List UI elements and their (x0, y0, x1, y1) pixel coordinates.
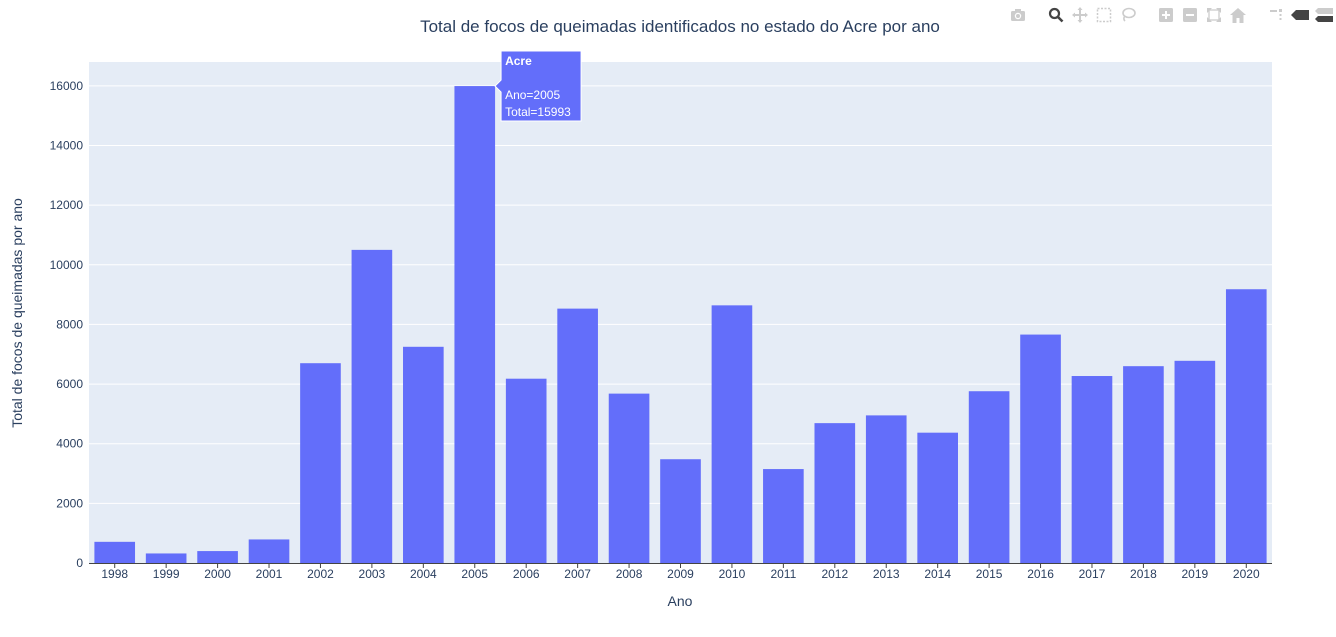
lasso-icon (1122, 7, 1136, 22)
x-tick-label: 2013 (873, 567, 900, 581)
y-tick-label: 12000 (50, 198, 84, 212)
x-tick-label: 2009 (667, 567, 694, 581)
bar-2007[interactable] (557, 308, 598, 563)
hover-tooltip-year: Ano=2005 (505, 88, 560, 102)
bar-1999[interactable] (145, 553, 187, 563)
bar-2003[interactable] (351, 249, 393, 563)
box-select-icon (1096, 7, 1112, 23)
bar-2012[interactable] (814, 423, 856, 563)
hover-compare-button[interactable] (1312, 4, 1336, 26)
y-tick-label: 0 (76, 556, 83, 570)
x-tick-label: 2001 (256, 567, 283, 581)
bar-2018[interactable] (1123, 366, 1164, 563)
zoom-button[interactable] (1044, 4, 1068, 26)
bar-2010[interactable] (711, 305, 753, 563)
x-tick-label: 2020 (1233, 567, 1260, 581)
bar-2006[interactable] (505, 378, 547, 563)
bar-2008[interactable] (608, 393, 650, 563)
y-tick-label: 16000 (50, 79, 84, 93)
home-icon (1230, 7, 1246, 23)
zoom-out-icon (1183, 8, 1197, 22)
bar-2004[interactable] (403, 346, 444, 563)
x-tick-label: 2010 (719, 567, 746, 581)
x-tick-label: 2014 (924, 567, 951, 581)
x-axis-title: Ano (668, 593, 693, 609)
y-axis-title: Total de focos de queimadas por ano (9, 198, 25, 428)
x-tick-label: 2011 (770, 567, 796, 581)
x-tick-label: 2015 (976, 567, 1003, 581)
y-tick-label: 2000 (56, 496, 83, 510)
x-tick-label: 2018 (1130, 567, 1157, 581)
x-tick-label: 1999 (153, 567, 180, 581)
camera-icon (1011, 9, 1025, 21)
bar-2017[interactable] (1071, 376, 1113, 563)
bar-2019[interactable] (1174, 360, 1216, 563)
bar-2015[interactable] (968, 391, 1010, 563)
x-tick-label: 2007 (564, 567, 591, 581)
spike-lines-icon (1270, 9, 1282, 20)
hover-compare-icon (1315, 8, 1333, 22)
x-tick-label: 1998 (101, 567, 128, 581)
zoom-icon (1048, 7, 1064, 23)
zoom-in-button[interactable] (1154, 4, 1178, 26)
bar-2005[interactable] (454, 86, 496, 564)
x-tick-label: 2008 (616, 567, 643, 581)
bar-2002[interactable] (300, 363, 341, 563)
lasso-select-button[interactable] (1116, 4, 1140, 26)
x-tick-label: 2017 (1079, 567, 1106, 581)
hover-tooltip-box (494, 50, 582, 122)
grid-lines (89, 85, 1272, 504)
hover-tooltip-total: Total=15993 (505, 105, 571, 119)
x-tick-labels: 1998 1999 2000 2001 2002 2003 2004 2005 2006 2007… (101, 563, 1260, 581)
pan-button[interactable] (1068, 4, 1092, 26)
x-tick-label: 2019 (1181, 567, 1208, 581)
bar-2020[interactable] (1225, 289, 1267, 563)
bar-2000[interactable] (197, 551, 238, 563)
bar-2014[interactable] (917, 432, 958, 563)
y-tick-label: 8000 (56, 317, 83, 331)
x-tick-label: 2002 (307, 567, 334, 581)
x-tick-label: 2012 (821, 567, 848, 581)
x-tick-label: 2000 (204, 567, 231, 581)
x-tick-label: 2016 (1027, 567, 1054, 581)
bar-1998[interactable] (94, 541, 136, 563)
x-tick-label: 2004 (410, 567, 437, 581)
bar-2011[interactable] (763, 469, 804, 563)
zoom-out-button[interactable] (1178, 4, 1202, 26)
modebar (1006, 4, 1336, 26)
zoom-in-icon (1159, 8, 1173, 22)
hover-tooltip: Acre Ano=2005 Total=15993 (494, 50, 582, 122)
bars (94, 86, 1267, 564)
y-tick-label: 10000 (50, 258, 84, 272)
hover-closest-icon (1291, 10, 1309, 20)
bar-2009[interactable] (660, 459, 701, 563)
box-select-button[interactable] (1092, 4, 1116, 26)
hover-closest-button[interactable] (1288, 4, 1312, 26)
autoscale-button[interactable] (1202, 4, 1226, 26)
autoscale-icon (1207, 8, 1221, 22)
y-tick-label: 4000 (56, 437, 83, 451)
hover-tooltip-title: Acre (505, 54, 532, 68)
pan-icon (1072, 7, 1088, 23)
x-tick-label: 2005 (461, 567, 488, 581)
spike-lines-button[interactable] (1264, 4, 1288, 26)
bar-2001[interactable] (248, 539, 290, 563)
y-tick-labels: 0 2000 4000 6000 8000 10000 12000 14000 16000 (50, 79, 84, 570)
bar-2016[interactable] (1020, 334, 1061, 563)
x-tick-label: 2003 (359, 567, 386, 581)
download-png-button[interactable] (1006, 4, 1030, 26)
y-tick-label: 6000 (56, 377, 83, 391)
bar-2013[interactable] (865, 415, 907, 563)
x-tick-label: 2006 (513, 567, 540, 581)
reset-axes-button[interactable] (1226, 4, 1250, 26)
chart-title: Total de focos de queimadas identificado… (420, 17, 940, 36)
y-tick-label: 14000 (50, 139, 84, 153)
